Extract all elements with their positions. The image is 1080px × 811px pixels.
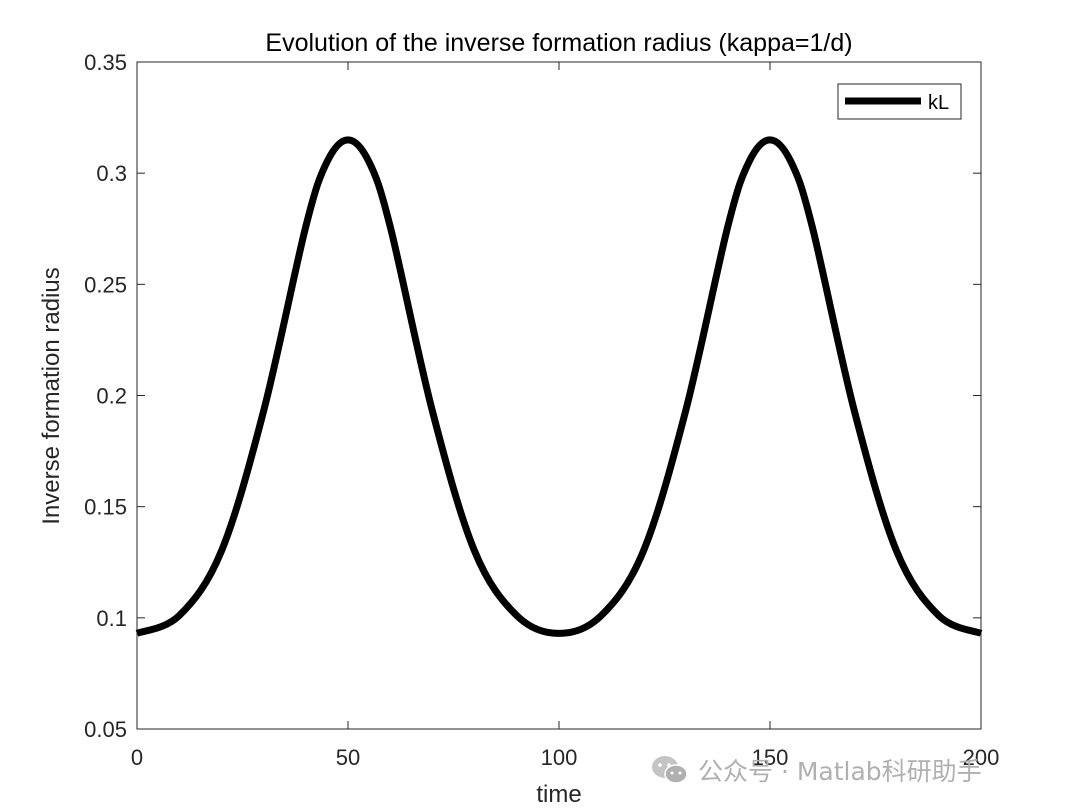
x-tick-label: 200 — [963, 745, 1000, 770]
axis-ticks: 0 50 100 150 200 0.05 0.1 0.15 0.2 0.25 0.3 0.35 — [84, 50, 999, 770]
watermark: 公众号 · Matlab科研助手 — [650, 750, 982, 790]
x-axis-label: time — [536, 781, 581, 808]
y-tick-label: 0.3 — [96, 161, 127, 186]
x-tick-label: 50 — [336, 745, 360, 770]
y-axis-label: Inverse formation radius — [38, 267, 65, 524]
series-line-kL — [135, 136, 983, 637]
legend: kL — [837, 83, 962, 120]
axes-box — [136, 61, 982, 730]
watermark-text: 公众号 · Matlab科研助手 — [698, 757, 982, 786]
y-tick-label: 0.35 — [84, 50, 127, 75]
y-tick-label: 0.15 — [84, 495, 127, 520]
x-tick-label: 150 — [752, 745, 789, 770]
wechat-icon — [652, 756, 688, 784]
y-tick-label: 0.25 — [84, 272, 127, 297]
y-tick-label: 0.2 — [96, 384, 127, 409]
legend-label-kL: kL — [928, 92, 949, 114]
x-tick-label: 100 — [541, 745, 578, 770]
chart-title: Evolution of the inverse formation radiu… — [265, 29, 852, 57]
y-tick-label: 0.1 — [96, 606, 127, 631]
y-tick-label: 0.05 — [84, 717, 127, 742]
plot-area — [135, 61, 983, 730]
x-tick-label: 0 — [131, 745, 143, 770]
